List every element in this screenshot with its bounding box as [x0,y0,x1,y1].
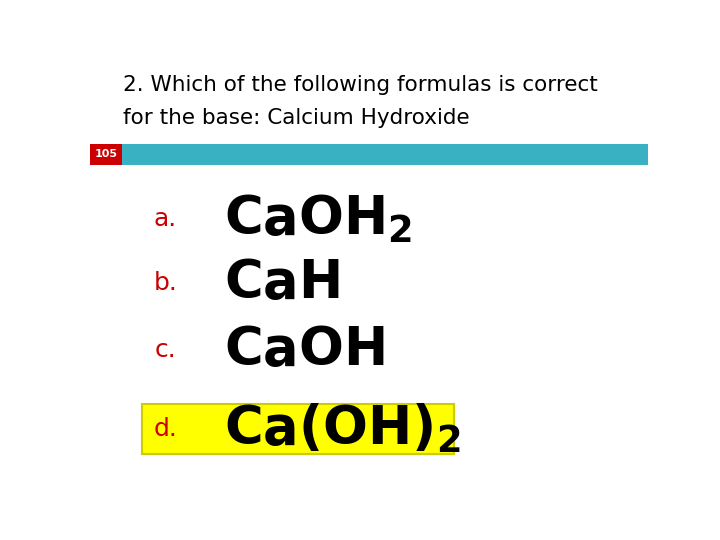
Text: $\mathregular{CaOH_2}$: $\mathregular{CaOH_2}$ [224,192,412,245]
Text: 105: 105 [95,149,117,159]
Text: for the base: Calcium Hydroxide: for the base: Calcium Hydroxide [124,109,470,129]
Text: 2. Which of the following formulas is correct: 2. Which of the following formulas is co… [124,75,598,95]
Text: $\mathregular{Ca(OH)_2}$: $\mathregular{Ca(OH)_2}$ [224,402,460,455]
Text: c.: c. [155,338,176,362]
Bar [90,144,648,165]
Bar [90,144,122,165]
Text: $\mathregular{CaH}$: $\mathregular{CaH}$ [224,257,340,309]
Text: $\mathregular{CaOH}$: $\mathregular{CaOH}$ [224,323,384,376]
Text: d.: d. [153,417,177,441]
Bar [142,404,454,454]
Text: b.: b. [153,271,177,295]
Text: a.: a. [153,207,177,231]
